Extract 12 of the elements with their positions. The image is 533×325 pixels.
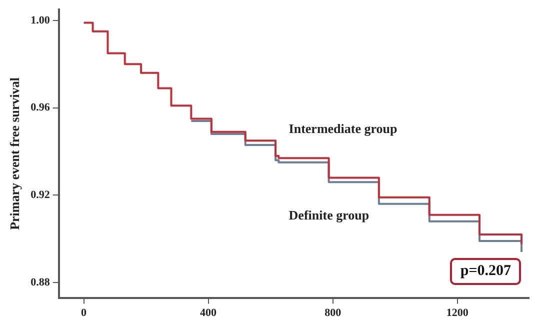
y-axis-title: Primary event free survival bbox=[7, 77, 22, 230]
annotation: p=0.207 bbox=[450, 258, 521, 285]
x-tick-label: 1200 bbox=[446, 307, 469, 320]
y-tick-label: 0.96 bbox=[30, 102, 50, 114]
y-tick-label: 1.00 bbox=[30, 14, 50, 26]
series-label: Definite group bbox=[288, 207, 370, 222]
y-tick-label: 0.92 bbox=[30, 189, 50, 202]
x-tick-label: 0 bbox=[81, 307, 88, 320]
series-label: Intermediate group bbox=[288, 121, 398, 136]
x-tick-label: 400 bbox=[200, 307, 218, 320]
x-tick-label: 800 bbox=[324, 307, 342, 320]
y-tick-label: 0.88 bbox=[30, 276, 50, 288]
